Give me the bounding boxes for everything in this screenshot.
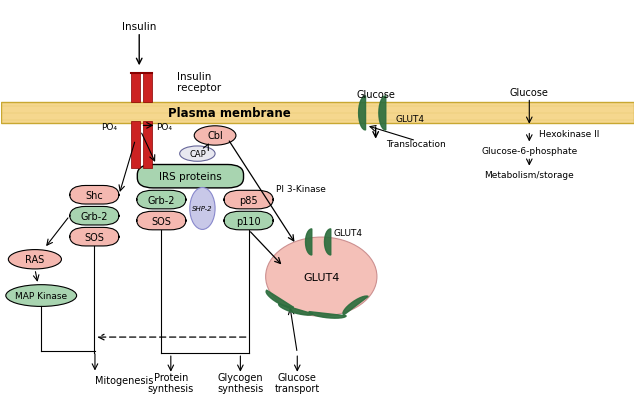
Polygon shape	[359, 96, 366, 131]
Text: GLUT4: GLUT4	[334, 228, 363, 237]
Text: GLUT4: GLUT4	[396, 115, 425, 124]
Text: Metabolism/storage: Metabolism/storage	[485, 170, 574, 179]
Polygon shape	[266, 290, 293, 308]
Polygon shape	[305, 229, 312, 256]
Ellipse shape	[8, 250, 62, 269]
Text: Shc: Shc	[86, 190, 104, 200]
Text: SHP-2: SHP-2	[192, 206, 213, 212]
Bar	[143, 73, 152, 103]
Polygon shape	[279, 304, 313, 315]
Polygon shape	[379, 96, 386, 131]
Ellipse shape	[265, 237, 377, 316]
Text: Glucose: Glucose	[356, 90, 395, 99]
Text: Grb-2: Grb-2	[147, 195, 175, 205]
Ellipse shape	[194, 126, 236, 146]
FancyBboxPatch shape	[70, 186, 119, 205]
Text: Insulin: Insulin	[122, 22, 156, 32]
FancyBboxPatch shape	[137, 191, 186, 209]
Text: p110: p110	[236, 216, 261, 226]
FancyBboxPatch shape	[70, 228, 119, 246]
Ellipse shape	[180, 147, 215, 162]
Ellipse shape	[6, 285, 77, 307]
FancyBboxPatch shape	[70, 207, 119, 226]
Polygon shape	[343, 296, 368, 315]
Ellipse shape	[190, 188, 215, 230]
Text: PI 3-Kinase: PI 3-Kinase	[276, 185, 326, 194]
Bar	[143, 122, 152, 168]
Text: GLUT4: GLUT4	[303, 272, 340, 282]
Text: MAP Kinase: MAP Kinase	[15, 291, 67, 300]
Text: p85: p85	[239, 195, 258, 205]
Text: Glucose-6-phosphate: Glucose-6-phosphate	[481, 147, 577, 156]
FancyBboxPatch shape	[137, 212, 186, 230]
FancyBboxPatch shape	[224, 212, 273, 230]
Text: SOS: SOS	[151, 216, 171, 226]
Text: Glucose: Glucose	[510, 88, 549, 98]
Bar	[131, 73, 140, 103]
Text: Insulin
receptor: Insulin receptor	[177, 71, 221, 93]
Text: Protein
synthesis: Protein synthesis	[148, 372, 194, 394]
Text: PO₄: PO₄	[101, 123, 117, 132]
Text: CAP: CAP	[189, 150, 206, 159]
FancyBboxPatch shape	[224, 191, 273, 209]
Polygon shape	[309, 312, 346, 318]
FancyBboxPatch shape	[137, 165, 244, 188]
Text: Translocation: Translocation	[386, 140, 446, 149]
Text: Plasma membrane: Plasma membrane	[168, 107, 290, 120]
Text: Hexokinase II: Hexokinase II	[539, 130, 600, 139]
Text: PO₄: PO₄	[156, 123, 172, 132]
Text: RAS: RAS	[25, 255, 44, 264]
Text: IRS proteins: IRS proteins	[159, 172, 222, 182]
Polygon shape	[324, 229, 331, 256]
Text: Grb-2: Grb-2	[81, 211, 108, 221]
Bar	[131, 122, 140, 168]
Text: Glycogen
synthesis: Glycogen synthesis	[217, 372, 264, 394]
Bar	[1, 103, 634, 124]
Text: Mitogenesis: Mitogenesis	[95, 375, 153, 385]
Text: Cbl: Cbl	[207, 131, 223, 141]
Text: SOS: SOS	[84, 232, 104, 242]
Text: Glucose
transport: Glucose transport	[275, 372, 320, 394]
